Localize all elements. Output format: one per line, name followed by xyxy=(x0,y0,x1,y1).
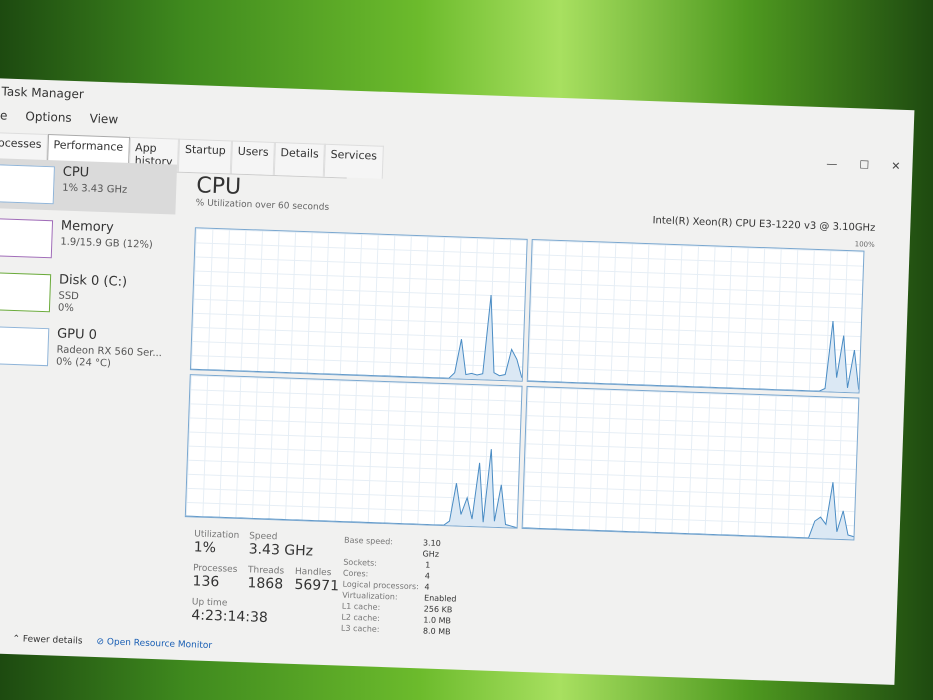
sidebar-item-label: GPU 0 xyxy=(56,326,98,343)
sidebar-item-sub: Radeon RX 560 Ser... 0% (24 °C) xyxy=(56,344,162,372)
core-graph-0 xyxy=(189,227,528,382)
footer: ⌃ Fewer details ⊘ Open Resource Monitor xyxy=(12,634,212,651)
tab-startup[interactable]: Startup xyxy=(178,138,233,174)
cpu-area-1 xyxy=(527,321,859,393)
window-title: Task Manager xyxy=(1,84,85,102)
menu-view[interactable]: View xyxy=(89,111,119,127)
open-resource-monitor-link[interactable]: ⊘ Open Resource Monitor xyxy=(96,637,212,651)
spec-value: 4 xyxy=(424,582,430,592)
memory-thumbnail xyxy=(0,218,54,259)
threads-value: 1868 xyxy=(247,575,284,593)
gpu-thumbnail xyxy=(0,326,50,367)
gpu-usage: 0% (24 °C) xyxy=(55,356,112,370)
spec-value: 8.0 MB xyxy=(422,626,451,637)
cpu-area-0 xyxy=(190,295,522,381)
fewer-details-label: Fewer details xyxy=(22,634,83,647)
disk-type: SSD xyxy=(58,290,80,303)
cpu-line-2 xyxy=(185,375,522,528)
resource-monitor-label: Open Resource Monitor xyxy=(106,637,213,652)
core-graph-1 xyxy=(526,239,865,394)
disk-usage: 0% xyxy=(57,302,75,315)
cpu-series-3 xyxy=(523,471,856,539)
tab-details[interactable]: Details xyxy=(273,141,326,177)
cpu-series-1 xyxy=(528,310,861,392)
spec-label: L3 cache: xyxy=(340,623,380,634)
uptime-value: 4:23:14:38 xyxy=(191,607,269,627)
spec-value: 4 xyxy=(424,571,431,581)
menu-file[interactable]: le xyxy=(0,108,8,123)
processes-value: 136 xyxy=(192,573,220,591)
task-manager-window: Task Manager le Options View — ☐ ✕ roces… xyxy=(0,78,915,685)
spec-value: 3.10 GHz xyxy=(422,538,441,559)
cpu-line-1 xyxy=(527,240,864,393)
maximize-icon[interactable]: ☐ xyxy=(859,158,870,172)
tab-services[interactable]: Services xyxy=(323,143,384,179)
cpu-series-0 xyxy=(191,285,525,381)
core-graph-3 xyxy=(521,385,860,541)
menu-bar: le Options View xyxy=(0,108,118,126)
cpu-line-3 xyxy=(522,387,859,540)
sidebar-item-gpu[interactable]: GPU 0 Radeon RX 560 Ser... 0% (24 °C) xyxy=(0,320,171,377)
tab-users[interactable]: Users xyxy=(230,140,275,175)
fewer-details-button[interactable]: ⌃ Fewer details xyxy=(12,634,83,647)
minimize-icon[interactable]: — xyxy=(826,157,838,171)
cpu-line-0 xyxy=(190,228,527,381)
sidebar-item-cpu[interactable]: CPU 1% 3.43 GHz xyxy=(0,157,178,215)
utilization-value: 1% xyxy=(193,539,217,557)
sidebar-item-disk[interactable]: Disk 0 (C:) SSD 0% xyxy=(0,266,173,323)
spec-list: Base speed: 3.10 GHz Sockets: 1 Cores: 4 Logic… xyxy=(341,535,459,638)
sidebar-item-label: CPU xyxy=(62,164,90,181)
cpu-area-3 xyxy=(522,482,854,540)
menu-options[interactable]: Options xyxy=(25,109,72,125)
sidebar-item-sub: 1% 3.43 GHz xyxy=(62,182,128,196)
sidebar-item-sub: 1.9/15.9 GB (12%) xyxy=(60,236,153,251)
sidebar-item-label: Disk 0 (C:) xyxy=(58,272,128,290)
sidebar: CPU 1% 3.43 GHz Memory 1.9/15.9 GB (12%) D… xyxy=(0,157,178,380)
window-controls: — ☐ ✕ xyxy=(826,157,901,173)
disk-thumbnail xyxy=(0,272,52,313)
resource-monitor-icon: ⊘ xyxy=(96,637,105,648)
cpu-panel: CPU % Utilization over 60 seconds Intel(… xyxy=(184,173,887,636)
spec-label: Base speed: xyxy=(343,535,394,547)
sidebar-item-label: Memory xyxy=(60,218,114,236)
cpu-thumbnail xyxy=(0,164,55,205)
max-label: 100% xyxy=(854,240,875,249)
core-graph-2 xyxy=(184,374,523,529)
cpu-area-2 xyxy=(185,449,517,528)
speed-value: 3.43 GHz xyxy=(248,541,314,560)
cpu-graphs xyxy=(184,227,865,541)
cpu-series-2 xyxy=(186,439,520,528)
sidebar-item-sub: SSD 0% xyxy=(58,291,79,316)
spec-value: 1 xyxy=(425,560,431,570)
handles-value: 56971 xyxy=(294,576,340,595)
close-icon[interactable]: ✕ xyxy=(891,159,901,173)
sidebar-item-memory[interactable]: Memory 1.9/15.9 GB (12%) xyxy=(0,212,175,269)
